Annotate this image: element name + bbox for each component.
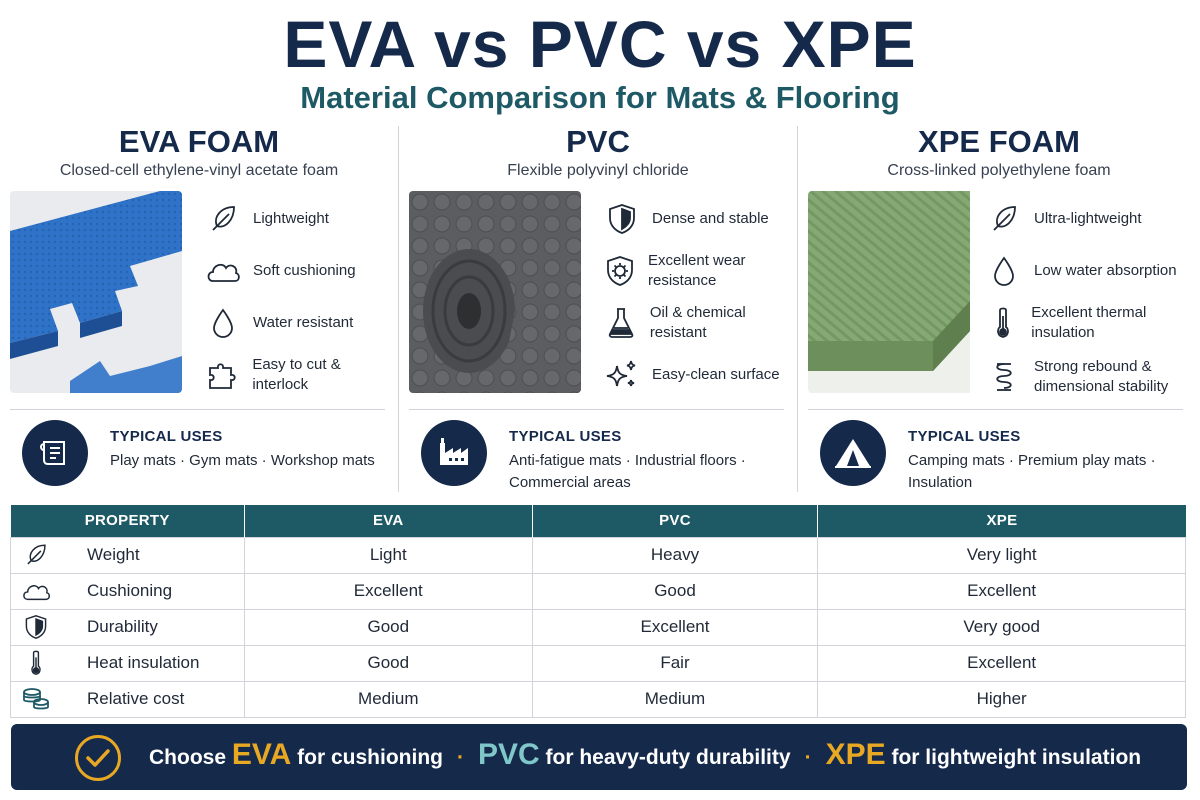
xpe-value: Excellent — [817, 644, 1186, 682]
column-divider — [398, 126, 399, 492]
thermometer-icon — [21, 650, 51, 676]
check-circle-icon — [75, 735, 121, 781]
property-name: Cushioning — [87, 581, 173, 600]
table-row: Heat insulation Good Fair Excellent — [10, 644, 1186, 682]
table-header: PROPERTY — [10, 505, 245, 537]
xpe-uses-heading: TYPICAL USES — [908, 428, 1021, 445]
eva-value: Good — [243, 644, 533, 682]
eva-value: Medium — [243, 680, 533, 718]
xpe-value: Very good — [817, 608, 1186, 646]
eva-value: Good — [243, 608, 533, 646]
page-title: EVA vs PVC vs XPE — [283, 7, 917, 81]
factory-icon — [421, 420, 487, 486]
mat-roll-icon — [22, 420, 88, 486]
pvc-feature: Excellent wear resistance — [604, 251, 797, 291]
cloud-icon — [21, 578, 51, 604]
table-header: XPE — [817, 505, 1186, 537]
pvc-value: Excellent — [531, 608, 819, 646]
eva-feature: Lightweight — [205, 199, 329, 239]
xpe-uses: Camping mats · Premium play mats · Insul… — [908, 452, 1156, 491]
pvc-title: PVC — [566, 124, 630, 159]
pvc-value: Medium — [531, 680, 819, 718]
xpe-value: Higher — [817, 680, 1186, 718]
spring-icon — [986, 359, 1022, 395]
pvc-feature: Easy-clean surface — [604, 355, 780, 395]
eva-feature: Easy to cut & interlock — [205, 355, 398, 395]
eva-value: Light — [243, 536, 533, 574]
pvc-value: Good — [531, 572, 819, 610]
xpe-title: XPE FOAM — [918, 124, 1080, 159]
feather-icon — [205, 201, 241, 237]
sparkle-icon — [604, 357, 640, 393]
section-divider — [808, 409, 1183, 410]
table-header: EVA — [243, 505, 533, 537]
pvc-feature: Oil & chemical resistant — [604, 303, 797, 343]
pvc-uses-heading: TYPICAL USES — [509, 428, 622, 445]
gear-shield-icon — [604, 253, 636, 289]
table-row: Relative cost Medium Medium Higher — [10, 680, 1186, 718]
shield-icon — [21, 614, 51, 640]
eva-feature: Water resistant — [205, 303, 353, 343]
xpe-feature: Strong rebound & dimensional stability — [986, 355, 1194, 399]
feather-icon — [21, 542, 51, 568]
pvc-uses: Anti-fatigue mats · Industrial floors · … — [509, 452, 746, 491]
pvc-value: Heavy — [531, 536, 819, 574]
xpe-description: Cross-linked polyethylene foam — [887, 162, 1111, 179]
eva-column: EVA FOAM Closed-cell ethylene-vinyl acet… — [0, 124, 398, 494]
comparison-table: PROPERTY EVA PVC XPE Weight Light Heavy … — [10, 505, 1186, 718]
xpe-value: Excellent — [817, 572, 1186, 610]
table-row: Durability Good Excellent Very good — [10, 608, 1186, 646]
recommendation-banner: Choose EVA for cushioning · PVC for heavy-… — [11, 724, 1187, 790]
water-drop-icon — [205, 305, 241, 341]
eva-title: EVA FOAM — [118, 124, 280, 159]
coins-icon — [21, 686, 51, 712]
tent-icon — [820, 420, 886, 486]
page-subtitle: Material Comparison for Mats & Flooring — [300, 80, 900, 115]
shield-icon — [604, 201, 640, 237]
section-divider — [10, 409, 385, 410]
feather-icon — [986, 201, 1022, 237]
water-drop-icon — [986, 253, 1022, 289]
table-row: Cushioning Excellent Good Excellent — [10, 572, 1186, 610]
eva-value: Excellent — [243, 572, 533, 610]
pvc-roll-photo — [409, 191, 581, 393]
table-header-row: PROPERTY EVA PVC XPE — [10, 505, 1186, 537]
table-header: PVC — [531, 505, 818, 537]
xpe-foam-photo — [808, 191, 980, 393]
column-divider — [797, 126, 798, 492]
banner-text: Choose EVA for cushioning · PVC for heavy-… — [149, 738, 1142, 771]
xpe-feature: Excellent thermal insulation — [986, 303, 1200, 343]
xpe-feature: Low water absorption — [986, 251, 1177, 291]
eva-uses: Play mats · Gym mats · Workshop mats — [110, 452, 375, 469]
pvc-description: Flexible polyvinyl chloride — [507, 162, 689, 179]
section-divider — [409, 409, 784, 410]
pvc-feature: Dense and stable — [604, 199, 769, 239]
xpe-feature: Ultra-lightweight — [986, 199, 1142, 239]
thermometer-icon — [986, 305, 1019, 341]
property-name: Heat insulation — [87, 653, 200, 672]
eva-feature: Soft cushioning — [205, 251, 356, 291]
eva-description: Closed-cell ethylene-vinyl acetate foam — [59, 162, 339, 179]
property-name: Relative cost — [87, 689, 185, 708]
table-row: Weight Light Heavy Very light — [10, 536, 1186, 574]
eva-foam-photo — [10, 191, 182, 393]
property-name: Durability — [87, 617, 158, 636]
xpe-value: Very light — [817, 536, 1186, 574]
pvc-column: PVC Flexible polyvinyl chloride Dense an… — [399, 124, 797, 494]
eva-uses-heading: TYPICAL USES — [110, 428, 223, 445]
flask-icon — [604, 305, 638, 341]
xpe-column: XPE FOAM Cross-linked polyethylene foam … — [798, 124, 1200, 494]
cloud-icon — [205, 253, 241, 289]
puzzle-icon — [205, 357, 240, 393]
property-name: Weight — [87, 545, 140, 564]
pvc-value: Fair — [531, 644, 819, 682]
